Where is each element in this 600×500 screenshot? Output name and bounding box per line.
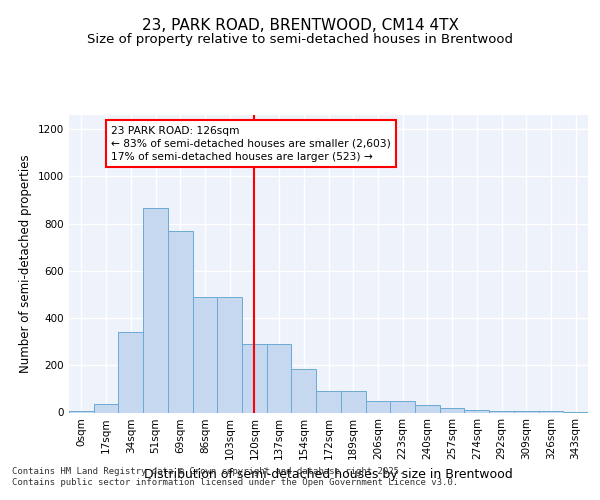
Bar [242,344,267,412]
Bar [292,369,316,412]
Bar [365,401,390,412]
Bar [341,391,365,412]
Bar [514,411,539,412]
Bar [440,408,464,412]
Text: 23, PARK ROAD, BRENTWOOD, CM14 4TX: 23, PARK ROAD, BRENTWOOD, CM14 4TX [142,18,458,32]
Text: 23 PARK ROAD: 126sqm
← 83% of semi-detached houses are smaller (2,603)
17% of se: 23 PARK ROAD: 126sqm ← 83% of semi-detac… [111,126,391,162]
Bar [168,230,193,412]
Bar [539,410,563,412]
Bar [415,406,440,412]
Y-axis label: Number of semi-detached properties: Number of semi-detached properties [19,154,32,373]
Bar [464,410,489,412]
Text: Contains HM Land Registry data © Crown copyright and database right 2025.
Contai: Contains HM Land Registry data © Crown c… [12,468,458,487]
Bar [390,401,415,412]
Bar [267,344,292,412]
Bar [489,411,514,412]
Text: Size of property relative to semi-detached houses in Brentwood: Size of property relative to semi-detach… [87,32,513,46]
Bar [217,297,242,412]
Bar [118,332,143,412]
Bar [193,297,217,412]
Bar [94,404,118,412]
X-axis label: Distribution of semi-detached houses by size in Brentwood: Distribution of semi-detached houses by … [144,468,513,481]
Bar [143,208,168,412]
Bar [316,391,341,412]
Bar [69,410,94,412]
